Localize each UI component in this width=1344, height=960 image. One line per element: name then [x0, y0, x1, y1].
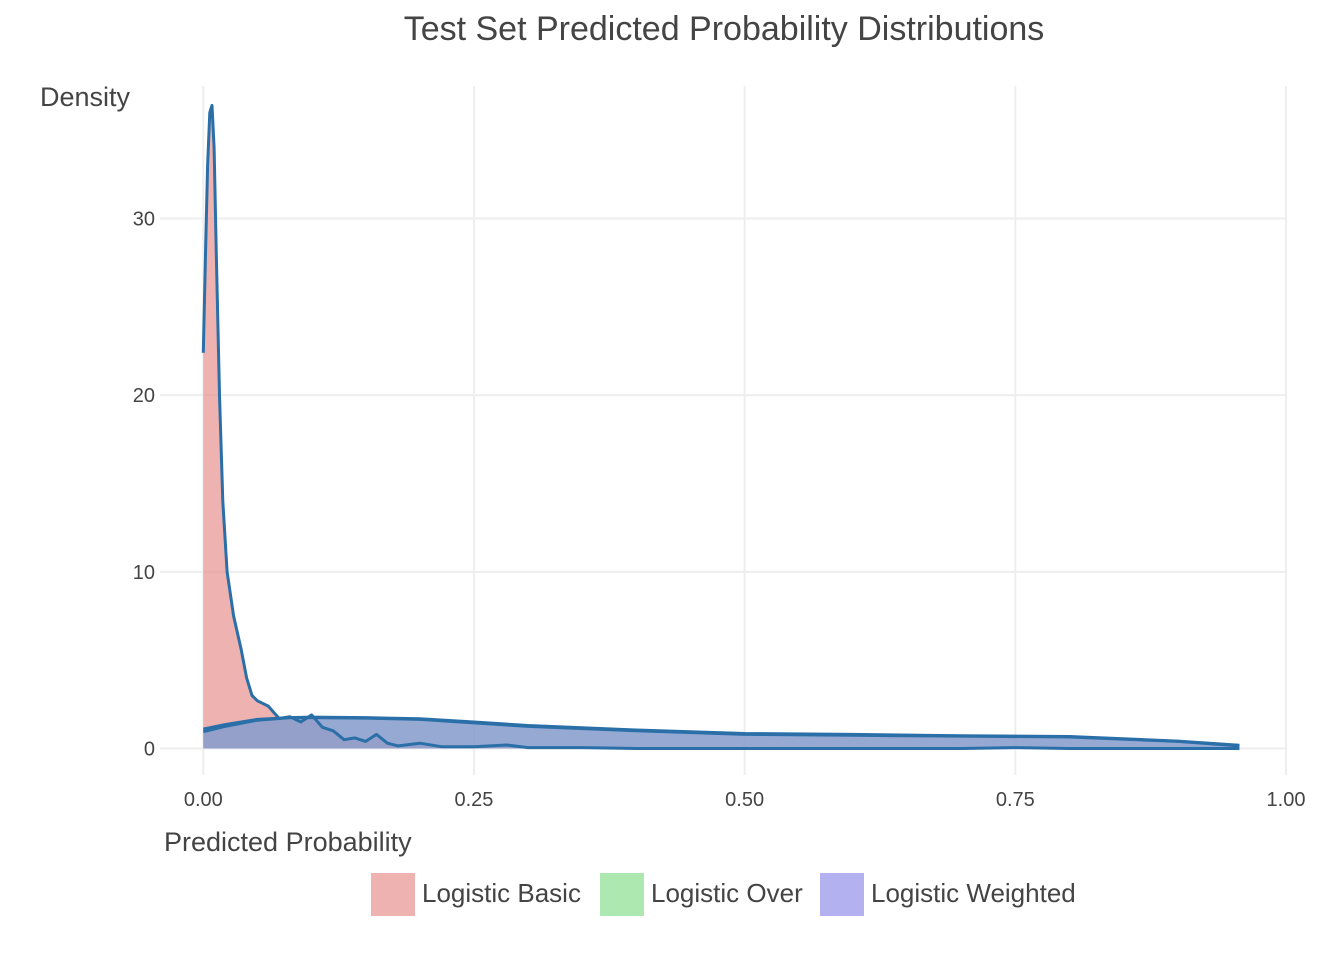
y-tick-label: 30	[133, 209, 155, 231]
density-area-logistic-basic	[203, 105, 1240, 749]
density-line-logistic-weighted	[202, 715, 1240, 747]
density-areas	[203, 105, 1240, 749]
legend-item-logistic-weighted: Logistic Weighted	[820, 873, 1076, 916]
legend-item-logistic-basic: Logistic Basic	[371, 873, 581, 916]
y-tick-label: 10	[133, 562, 155, 584]
density-line-logistic-basic	[201, 103, 1240, 750]
grid-lines	[160, 86, 1287, 775]
legend-swatch	[820, 873, 864, 916]
legend-label: Logistic Weighted	[871, 878, 1076, 908]
legend-swatch	[600, 873, 644, 916]
x-tick-label: 0.25	[455, 789, 494, 811]
legend: Logistic Basic Logistic Over Logistic Weig…	[371, 873, 1076, 916]
y-tick-label: 20	[133, 385, 155, 407]
y-axis-title: Density	[40, 82, 131, 112]
x-tick-label: 0.00	[184, 789, 223, 811]
x-tick-label: 0.75	[996, 789, 1035, 811]
x-axis-title: Predicted Probability	[164, 827, 412, 857]
tick-labels: 0.00 0.25 0.50 0.75 1.00 0 10 20 30	[133, 209, 1306, 812]
x-tick-label: 0.50	[725, 789, 764, 811]
legend-label: Logistic Over	[651, 878, 803, 908]
x-tick-label: 1.00	[1267, 789, 1306, 811]
legend-swatch	[371, 873, 415, 916]
legend-label: Logistic Basic	[422, 878, 581, 908]
legend-item-logistic-over: Logistic Over	[600, 873, 803, 916]
density-lines	[201, 103, 1240, 750]
y-tick-label: 0	[144, 739, 155, 761]
chart-title: Test Set Predicted Probability Distribut…	[404, 10, 1045, 48]
